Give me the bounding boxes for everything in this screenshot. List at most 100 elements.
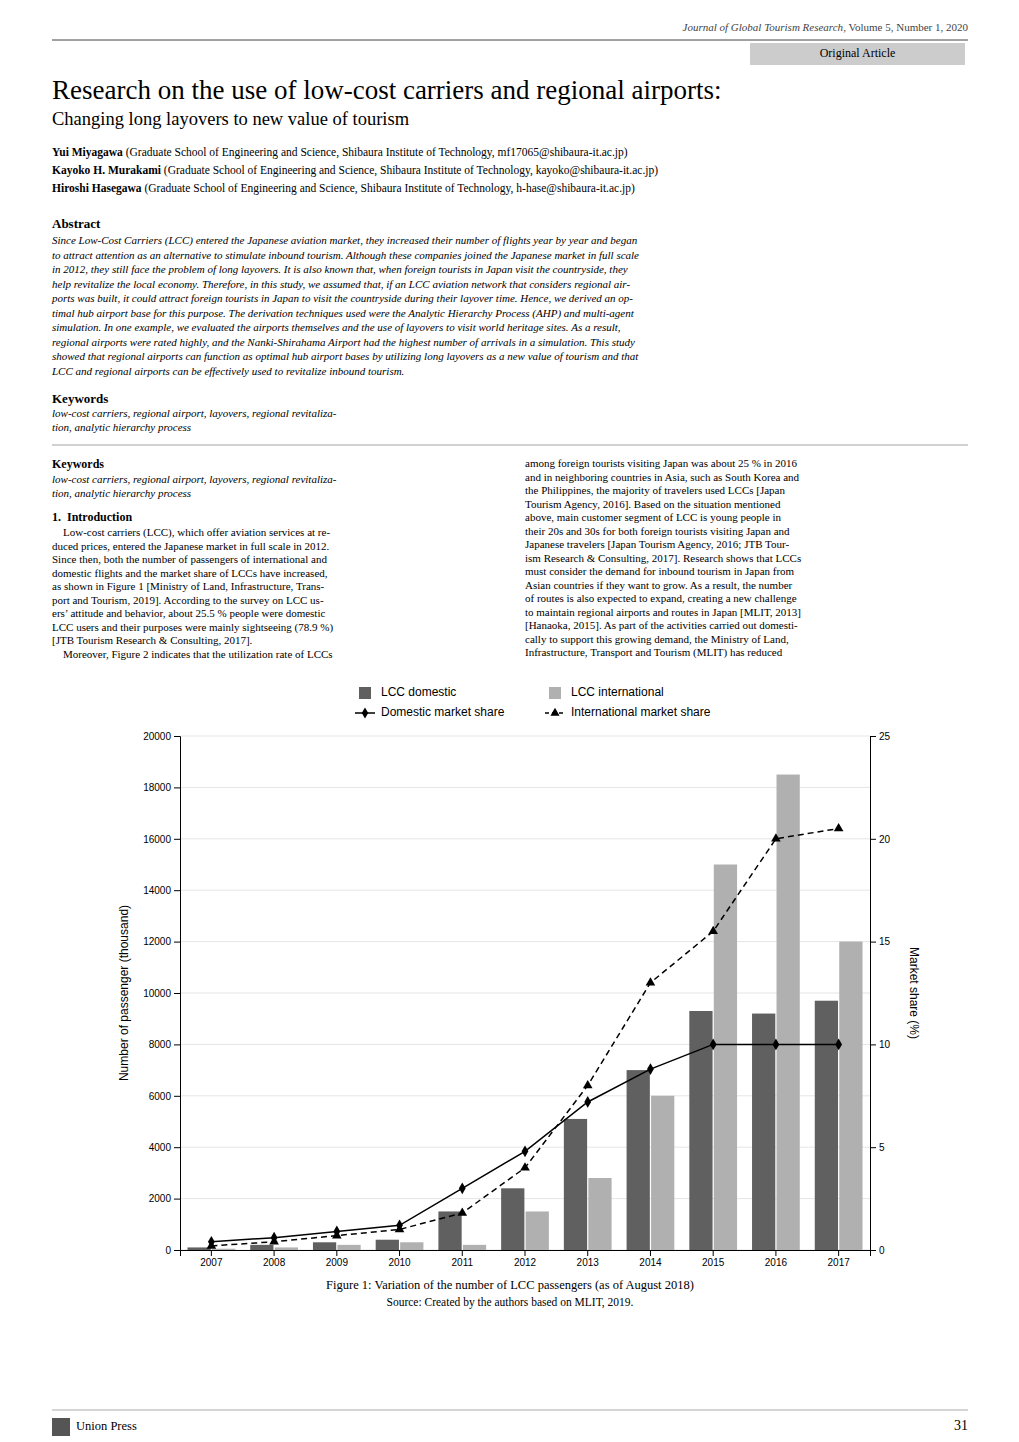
tick-label: 2015	[702, 1257, 725, 1268]
line-marker	[710, 1039, 717, 1051]
rule	[52, 445, 968, 446]
tick-label: 6000	[149, 1091, 172, 1102]
tick-label: 8000	[149, 1039, 172, 1050]
tick-label: 2007	[200, 1257, 223, 1268]
line-marker	[583, 1080, 593, 1088]
abstract-line: showed that regional airports can functi…	[52, 350, 639, 362]
figure-source: Source: Created by the authors based on …	[387, 1296, 634, 1309]
body-line: [JTB Tourism Research & Consulting, 2017…	[52, 634, 253, 646]
tick-mark	[587, 1250, 588, 1256]
body-line: Tourism Agency, 2016]. Based on the situ…	[525, 498, 781, 510]
tick-mark	[838, 1250, 839, 1256]
bar-series	[187, 1001, 838, 1250]
line	[211, 1044, 838, 1241]
author-name: Hiroshi Hasegawa	[52, 182, 142, 195]
grid-line	[180, 993, 870, 994]
chart: 2007200820092010201120122013201420152016…	[117, 731, 921, 1268]
line-marker	[520, 1162, 530, 1170]
tick-mark	[775, 1250, 776, 1256]
line	[211, 829, 838, 1246]
publisher: Union Press	[76, 1419, 137, 1433]
tick-label: 2008	[263, 1257, 286, 1268]
body-line: Low-cost carriers (LCC), which offer avi…	[52, 526, 330, 539]
tick-mark	[174, 1044, 180, 1045]
axis-line	[174, 737, 181, 1251]
tick: 2008	[263, 1250, 286, 1268]
bar	[839, 942, 862, 1250]
grid-line	[180, 736, 870, 737]
body-line: Asian countries if they want to grow. As…	[525, 579, 793, 591]
tick: 12000	[143, 936, 180, 947]
body-line: Japanese travelers [Japan Tourism Agency…	[525, 538, 789, 550]
abstract-line: Since Low-Cost Carriers (LCC) entered th…	[52, 234, 638, 247]
bar	[714, 865, 737, 1251]
tick-label: 2000	[149, 1193, 172, 1204]
body-line: cally to support this growing demand, th…	[525, 633, 789, 645]
line-series	[207, 823, 844, 1249]
bar	[337, 1245, 360, 1250]
body-line: port and Tourism, 2019]. According to th…	[52, 594, 324, 606]
keywords-title: Keywords	[52, 457, 104, 471]
legend-label: LCC international	[571, 685, 664, 699]
body-line: ers’ attitude and behavior, about 25.5 %…	[52, 607, 325, 619]
line-marker	[835, 1039, 842, 1051]
tick-mark	[174, 839, 180, 840]
body-line: among foreign tourists visiting Japan wa…	[525, 457, 797, 469]
grid-line	[180, 838, 870, 839]
tick: 2015	[702, 1250, 725, 1268]
axis-title: Number of passenger (thousand)	[117, 905, 131, 1081]
abstract-line: in 2012, they still face the problem of …	[52, 263, 628, 275]
tick: 8000	[149, 1039, 180, 1050]
line-marker	[773, 1039, 780, 1051]
author: Yui Miyagawa (Graduate School of Enginee…	[52, 146, 628, 159]
figure-caption: Figure 1: Variation of the number of LCC…	[326, 1278, 694, 1292]
journal-name: Journal of Global Tourism Research	[683, 21, 844, 33]
tick: 16000	[143, 834, 180, 845]
line-marker	[395, 1224, 405, 1232]
tick-mark	[336, 1250, 337, 1256]
keywords-line: low-cost carriers, regional airport, lay…	[52, 407, 337, 419]
tick: 6000	[149, 1091, 180, 1102]
body-line: Moreover, Figure 2 indicates that the ut…	[52, 648, 333, 660]
tick-label: 2013	[577, 1257, 600, 1268]
tick-label: 20	[879, 834, 891, 845]
line-series	[208, 1039, 842, 1248]
keywords-line: tion, analytic hierarchy process	[52, 421, 191, 433]
publisher-logo	[52, 1418, 70, 1436]
tick-label: 25	[879, 731, 891, 742]
tick: 2007	[200, 1250, 223, 1268]
line-marker	[584, 1096, 591, 1108]
tick-label: 2011	[452, 1257, 474, 1268]
tick-mark	[713, 1250, 714, 1256]
bar	[564, 1119, 587, 1250]
tick-label: 2014	[639, 1257, 662, 1268]
author-name: Yui Miyagawa	[52, 146, 123, 159]
line-marker	[207, 1240, 217, 1248]
tick-label: 15	[879, 936, 891, 947]
bar	[275, 1247, 298, 1250]
tick: 0	[165, 1245, 180, 1256]
line-marker	[646, 977, 656, 985]
tick: 2011	[452, 1250, 474, 1268]
tick-label: 2017	[828, 1257, 851, 1268]
tick-label: 2010	[388, 1257, 411, 1268]
line-marker	[708, 926, 718, 934]
tick-mark	[870, 942, 876, 943]
rule	[52, 1410, 968, 1411]
body-line: as shown in Figure 1 [Ministry of Land, …	[52, 580, 325, 592]
bar	[815, 1001, 838, 1250]
tick-mark	[870, 839, 876, 840]
abstract-line: simulation. In one example, we evaluated…	[52, 321, 621, 333]
tick: 0	[870, 1245, 885, 1256]
line-marker	[647, 1063, 654, 1075]
bar	[588, 1178, 611, 1250]
legend-label: Domestic market share	[381, 705, 505, 719]
grid	[180, 736, 870, 1250]
legend: LCC domesticLCC internationalDomestic ma…	[355, 685, 711, 719]
tick-label: 10	[879, 1039, 891, 1050]
body-line: LCC users and their purposes were mainly…	[52, 621, 333, 634]
tick-label: 2012	[514, 1257, 537, 1268]
bar	[526, 1211, 549, 1250]
tick: 15	[870, 936, 891, 947]
line-marker	[834, 823, 844, 831]
